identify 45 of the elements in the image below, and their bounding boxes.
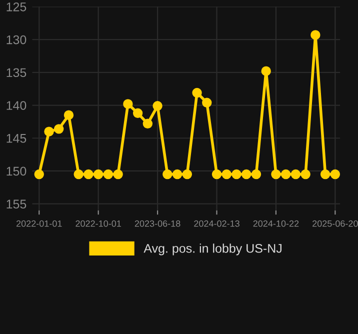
y-tick-label: 135 [6, 68, 26, 78]
point [280, 169, 291, 180]
point [162, 169, 172, 180]
x-tick-label: 2023-06-18 [134, 220, 180, 227]
point [290, 169, 301, 180]
point [74, 169, 84, 180]
y-tick-label: 130 [6, 35, 26, 44]
point [44, 126, 54, 136]
point [123, 99, 133, 109]
point [320, 169, 330, 180]
point [222, 169, 232, 180]
point [271, 169, 281, 180]
point [232, 169, 242, 180]
point [310, 30, 320, 40]
point [330, 169, 340, 180]
point [192, 88, 202, 98]
point [142, 118, 153, 129]
x-tick-label: 2024-10-22 [253, 220, 299, 227]
point [34, 169, 44, 180]
point [251, 169, 262, 180]
point [212, 169, 222, 180]
legend-label: Avg. pos. in lobby US-NJ [144, 244, 282, 256]
x-tick-label: 2022-01-01 [16, 220, 62, 227]
point [182, 169, 192, 180]
point [261, 66, 271, 76]
point [64, 110, 74, 120]
point [300, 169, 310, 180]
y-tick-label: 125 [6, 2, 26, 12]
y-tick-label: 145 [6, 134, 26, 143]
point [241, 169, 252, 180]
point [113, 169, 123, 180]
point [93, 169, 104, 180]
y-tick-label: 140 [6, 101, 26, 110]
x-tick-label: 2022-10-01 [76, 220, 121, 227]
x-tick-label: 2024-02-13 [194, 220, 240, 227]
point [132, 108, 143, 118]
point [172, 169, 182, 180]
point [103, 169, 114, 180]
x-tick-label: 2025-06-20 [312, 220, 358, 227]
point [54, 124, 64, 134]
point [84, 169, 94, 180]
y-tick-label: 155 [6, 200, 26, 208]
point [202, 98, 212, 108]
point [152, 101, 162, 111]
y-tick-label: 150 [6, 166, 26, 176]
